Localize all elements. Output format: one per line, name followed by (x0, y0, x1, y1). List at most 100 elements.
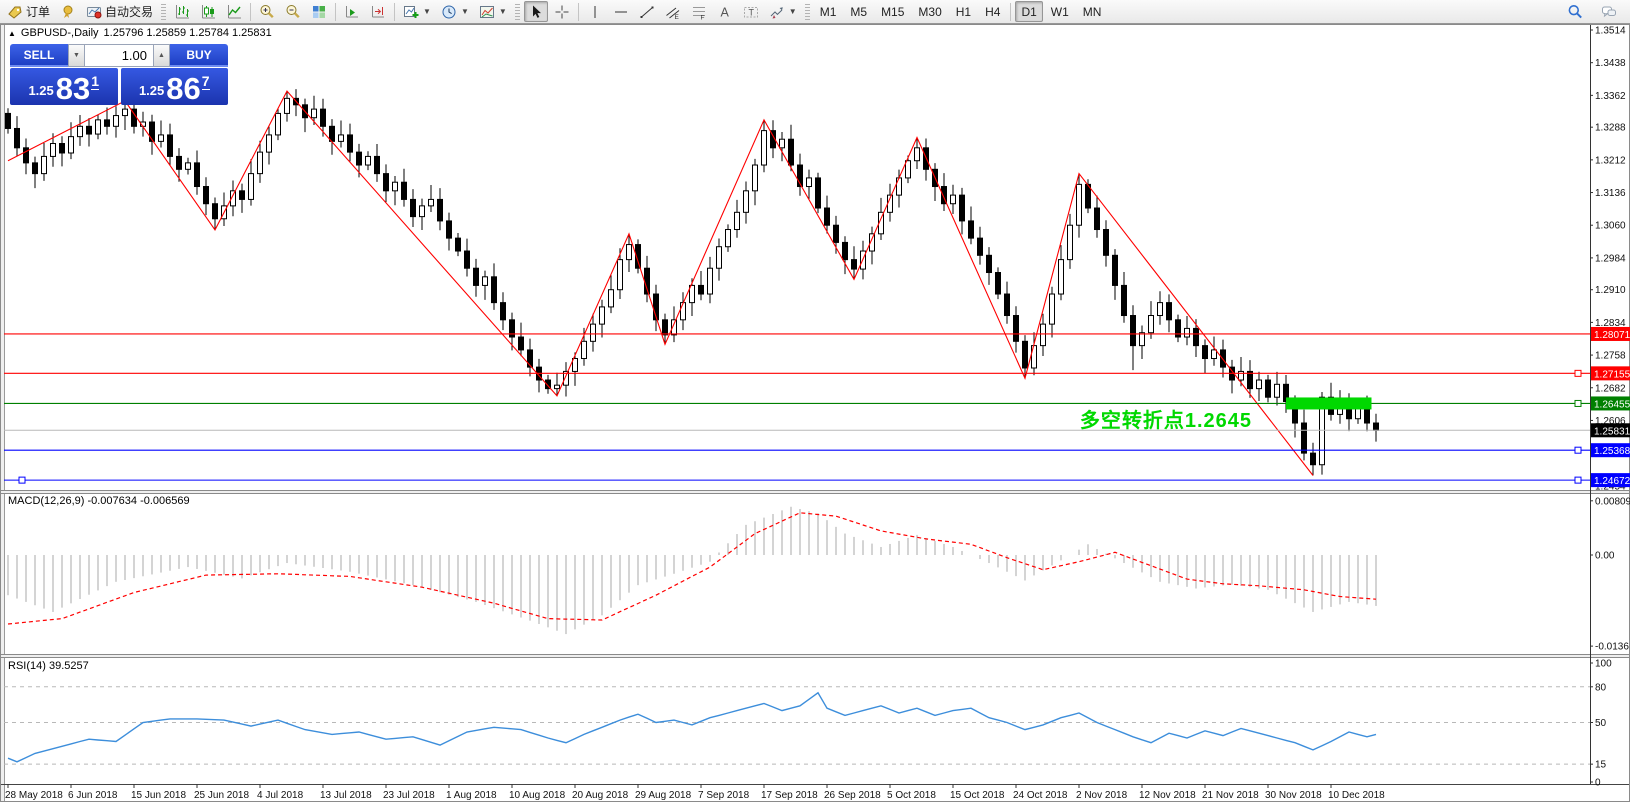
tf-h4[interactable]: H4 (979, 1, 1006, 22)
svg-text:25 Jun 2018: 25 Jun 2018 (194, 790, 249, 801)
zoom-out-button[interactable] (281, 1, 305, 22)
pivot-line-green-handle-right[interactable] (1574, 399, 1582, 407)
svg-text:24 Oct 2018: 24 Oct 2018 (1013, 790, 1068, 801)
candle-body (1256, 379, 1262, 390)
rsi-axis[interactable]: 100 80 50 15 0 (1590, 659, 1612, 789)
zoom-in-button[interactable] (255, 1, 279, 22)
expert-seal-button[interactable] (56, 1, 80, 22)
svg-text:-0.0136: -0.0136 (1595, 642, 1629, 653)
arrows-button[interactable]: ▼ (765, 1, 801, 22)
sell-price-main: 83 (55, 70, 91, 106)
candle-body (1364, 407, 1370, 424)
svg-text:E: E (674, 14, 679, 20)
resistance-line-2-handle-right[interactable] (1574, 369, 1582, 377)
buy-price-box[interactable]: 1.25 86 7 (120, 68, 228, 105)
templates-button-dropdown-icon[interactable]: ▼ (498, 7, 507, 16)
arrows-button-dropdown-icon[interactable]: ▼ (788, 7, 797, 16)
support-line-1-handle-right[interactable] (1574, 446, 1582, 454)
tf-mn[interactable]: MN (1077, 1, 1108, 22)
volume-input[interactable] (85, 44, 153, 67)
candle-body (1004, 293, 1010, 317)
candlestick-button[interactable] (196, 1, 220, 22)
date-axis[interactable]: 28 May 2018 6 Jun 2018 15 Jun 2018 25 Jun 2… (5, 784, 1385, 801)
candle-body (1058, 259, 1064, 295)
candle-body (986, 254, 992, 274)
candle-body (356, 151, 362, 166)
toolbar-grip[interactable] (514, 3, 520, 20)
line-chart-button[interactable] (222, 1, 246, 22)
svg-text:1.3514: 1.3514 (1595, 26, 1626, 37)
svg-text:1.2682: 1.2682 (1595, 383, 1626, 394)
auto-scroll-button[interactable] (340, 1, 364, 22)
volume-increase-button[interactable]: ▲ (153, 44, 170, 67)
ohlc-bars-button[interactable] (170, 1, 194, 22)
support-line-2-handle-right[interactable] (1574, 476, 1582, 484)
candle-body (1175, 319, 1181, 338)
trendline-button[interactable] (635, 1, 659, 22)
new-order-button[interactable]: 订单 (3, 1, 54, 22)
svg-text:10 Dec 2018: 10 Dec 2018 (1328, 790, 1385, 801)
rsi-indicator-label: RSI(14) 39.5257 (8, 660, 89, 672)
svg-text:7 Sep 2018: 7 Sep 2018 (698, 790, 750, 801)
svg-text:10 Aug 2018: 10 Aug 2018 (509, 790, 566, 801)
horizontal-line-button[interactable] (609, 1, 633, 22)
volume-decrease-button[interactable]: ▼ (68, 44, 85, 67)
new-chart-button[interactable]: ▼ (399, 1, 435, 22)
candle-body (347, 134, 353, 153)
tf-h1[interactable]: H1 (950, 1, 977, 22)
chart-shift-button[interactable] (366, 1, 390, 22)
toolbar-grip[interactable] (161, 3, 167, 20)
tf-w1[interactable]: W1 (1045, 1, 1075, 22)
candle-body (365, 155, 371, 166)
sell-price-box[interactable]: 1.25 83 1 (10, 68, 118, 105)
autotrade-button-label: 自动交易 (105, 5, 154, 19)
pivot-line-green-price-tag: 1.26455 (1591, 396, 1630, 411)
autotrade-button[interactable]: 自动交易 (82, 1, 157, 22)
periods-button[interactable]: ▼ (437, 1, 473, 22)
candle-body (239, 190, 245, 200)
periods-button-dropdown-icon[interactable]: ▼ (460, 7, 469, 16)
toolbar-separator (394, 2, 396, 21)
macd-axis[interactable]: 0.00809 0.00 -0.0136 (1590, 496, 1630, 653)
candle-body (1247, 370, 1253, 390)
fibonacci-button[interactable]: F (687, 1, 711, 22)
tf-m1[interactable]: M1 (814, 1, 843, 22)
equidistant-channel-button[interactable]: E (661, 1, 685, 22)
tf-d1[interactable]: D1 (1015, 1, 1043, 22)
candle-body (806, 177, 812, 188)
cursor-button[interactable] (523, 1, 548, 22)
candle-body (1184, 327, 1190, 338)
candle-body (527, 349, 533, 368)
svg-text:0.00809: 0.00809 (1595, 496, 1630, 507)
candle-body (1301, 422, 1307, 454)
candle-body (608, 289, 614, 308)
candle-body (959, 194, 965, 222)
collapse-icon[interactable]: ▲ (8, 28, 16, 38)
candle-body (599, 306, 605, 325)
tile-windows-button[interactable] (307, 1, 331, 22)
toolbar-separator (577, 2, 579, 21)
svg-text:1.28071: 1.28071 (1594, 330, 1630, 341)
label-button[interactable]: T (739, 1, 763, 22)
vertical-line-button[interactable] (583, 1, 607, 22)
price-axis[interactable]: 1.3514 1.3438 1.3362 1.3288 1.3212 1.3136 1.30… (1590, 26, 1626, 493)
svg-text:20 Aug 2018: 20 Aug 2018 (572, 790, 629, 801)
templates-button[interactable]: ▼ (475, 1, 511, 22)
support-line-2-handle-left[interactable] (18, 476, 26, 484)
buy-button[interactable]: BUY (170, 44, 228, 67)
pivot-annotation-text[interactable]: 多空转折点1.2645 (1079, 410, 1252, 432)
crosshair-button[interactable] (550, 1, 574, 22)
tf-m15[interactable]: M15 (875, 1, 910, 22)
chat-button[interactable] (1597, 1, 1621, 22)
text-button[interactable]: A (713, 1, 737, 22)
search-button[interactable] (1563, 1, 1587, 22)
sell-price-prefix: 1.25 (28, 83, 54, 98)
pivot-highlight-bar[interactable] (1286, 397, 1372, 410)
new-chart-button-dropdown-icon[interactable]: ▼ (423, 7, 431, 16)
tf-m30[interactable]: M30 (912, 1, 947, 22)
candle-body (716, 246, 722, 269)
svg-text:12 Nov 2018: 12 Nov 2018 (1139, 790, 1196, 801)
tf-m5[interactable]: M5 (844, 1, 873, 22)
toolbar-grip[interactable] (804, 3, 810, 20)
sell-button[interactable]: SELL (10, 44, 68, 67)
